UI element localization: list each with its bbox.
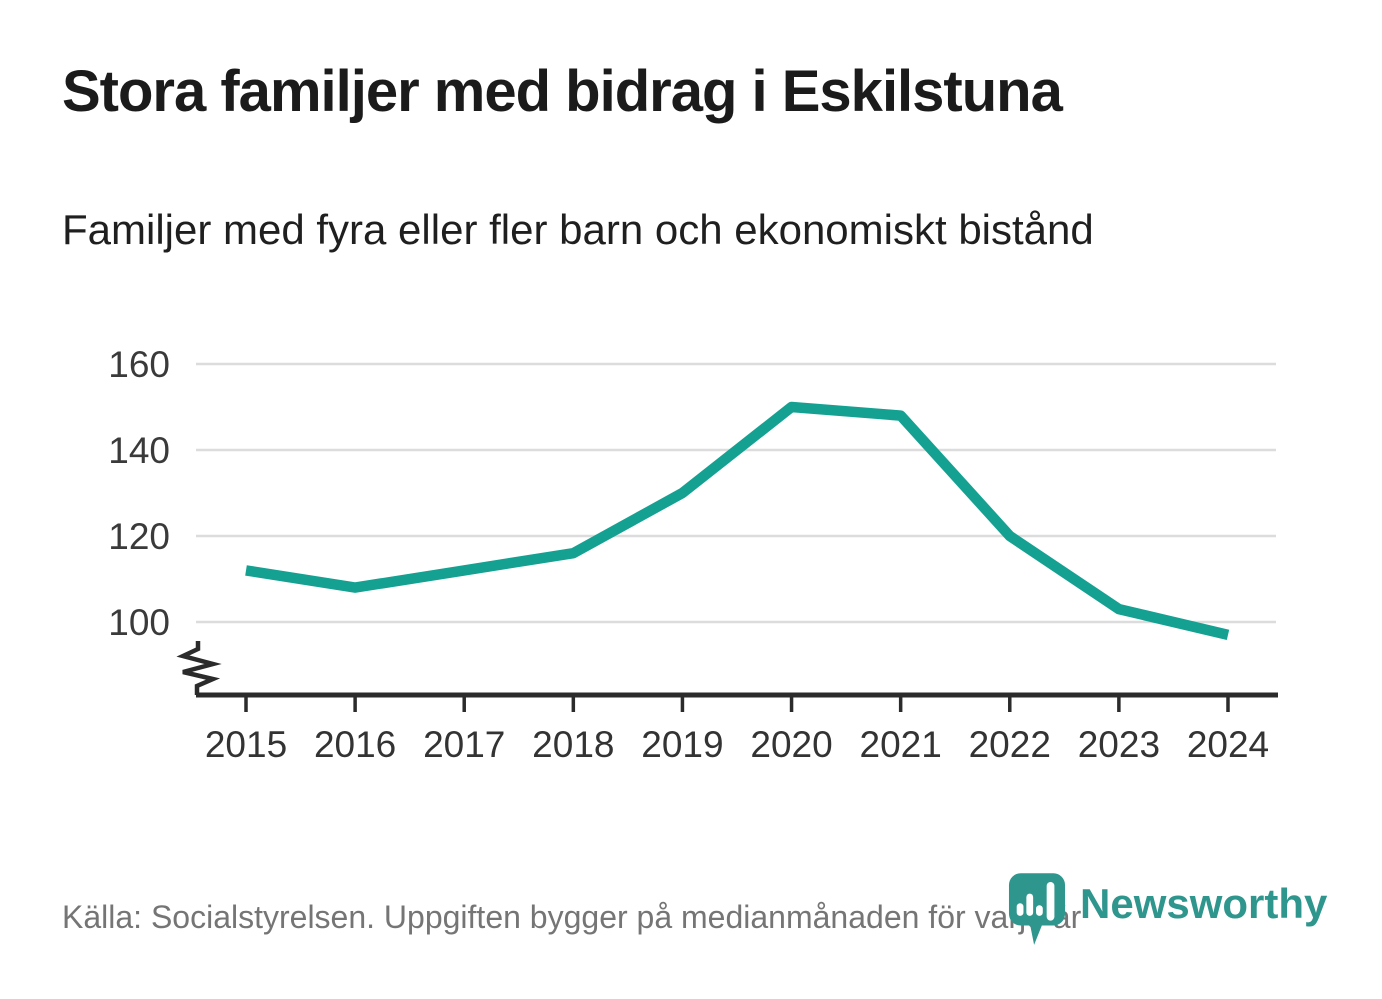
x-axis-tick-label: 2021 bbox=[860, 724, 942, 765]
x-axis-tick-label: 2019 bbox=[641, 724, 723, 765]
x-axis-tick-label: 2018 bbox=[532, 724, 614, 765]
y-axis-tick-label: 120 bbox=[108, 516, 170, 557]
x-axis-tick-label: 2017 bbox=[423, 724, 505, 765]
source-note: Källa: Socialstyrelsen. Uppgiften bygger… bbox=[62, 899, 1082, 935]
data-line bbox=[245, 401, 1230, 641]
page-title: Stora familjer med bidrag i Eskilstuna bbox=[62, 59, 1063, 124]
y-axis-tick-label: 100 bbox=[108, 602, 170, 643]
chart-subtitle: Familjer med fyra eller fler barn och ek… bbox=[62, 206, 1094, 253]
x-axis-tick-label: 2024 bbox=[1187, 724, 1269, 765]
bar-chart-pin-icon bbox=[1008, 873, 1066, 945]
x-axis-tick-label: 2020 bbox=[750, 724, 832, 765]
x-axis-tick-label: 2016 bbox=[314, 724, 396, 765]
x-axis-tick-label: 2022 bbox=[969, 724, 1051, 765]
x-axis-tick-label: 2023 bbox=[1078, 724, 1160, 765]
y-axis-tick-label: 140 bbox=[108, 430, 170, 471]
axis-break-icon bbox=[176, 641, 222, 695]
brand-name: Newsworthy bbox=[1080, 880, 1328, 927]
x-axis-tick-label: 2015 bbox=[205, 724, 287, 765]
newsworthy-logo: Newsworthy bbox=[1008, 872, 1327, 950]
y-axis-tick-label: 160 bbox=[108, 344, 170, 385]
